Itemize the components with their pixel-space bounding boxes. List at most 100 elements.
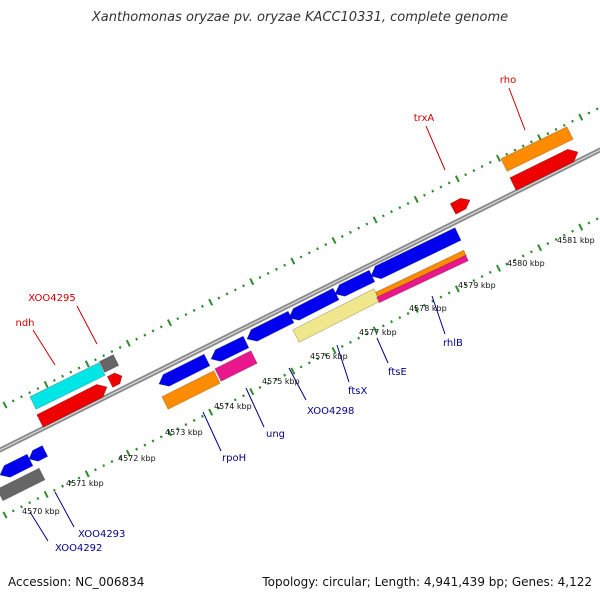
tick-mark [439,185,443,189]
tick-mark [249,388,255,396]
tick-mark [578,223,584,231]
scale-label: 4571 kbp [66,479,104,488]
tick-mark [365,332,369,336]
tick-mark [546,132,550,136]
tick-mark [118,345,122,349]
tick-mark [225,292,229,296]
tick-mark [571,119,574,123]
tick-mark [77,366,81,370]
gene-trxa-leader [425,125,446,171]
gene-xoo4298-label: XOO4298 [307,406,354,417]
tick-mark [20,505,23,509]
feature-xoo4292-blue [0,453,34,478]
feature-ung [214,350,258,382]
tick-mark [316,357,319,361]
tick-mark [94,468,97,472]
tick-mark [571,229,574,233]
tick-mark [349,340,352,344]
tick-mark [357,336,361,340]
tick-mark [135,447,139,451]
scale-label: 4572 kbp [118,454,156,463]
tick-mark [208,408,214,416]
tick-mark [454,175,460,183]
tick-mark [472,279,476,283]
scale-label: 4579 kbp [458,281,496,290]
tick-mark [249,278,255,286]
tick-mark [28,391,32,395]
tick-mark [496,154,501,162]
tick-mark [266,381,270,385]
accession-label: Accession: NC_006834 [8,575,145,589]
tick-mark [464,283,468,287]
tick-mark [283,373,287,377]
tick-mark [242,394,245,398]
tick-mark [176,317,180,321]
gene-xoo4292-leader [29,511,49,542]
tick-mark [143,333,147,337]
tick-mark [554,237,558,241]
tick-mark [464,173,468,177]
tick-mark [2,511,8,519]
tick-mark [11,399,15,403]
tick-mark [505,152,509,156]
tick-mark [521,144,525,148]
tick-mark [578,113,584,121]
scale-label: 4578 kbp [409,304,447,313]
feature-ftsx [292,288,381,343]
gene-xoo4298-leader [288,367,307,401]
tick-mark [454,285,460,293]
tick-mark [290,367,296,375]
tick-mark [159,325,163,329]
tick-mark [176,427,180,431]
scale-label: 4573 kbp [165,428,203,437]
tick-mark [316,247,319,251]
feature-long-blue [370,227,462,280]
scale-label: 4574 kbp [214,402,252,411]
tick-mark [447,291,451,295]
gene-rho-leader [508,87,526,131]
tick-mark [431,189,435,193]
tick-mark [36,497,40,501]
feature-small-gray [98,354,120,373]
feature-rpoh [161,370,221,410]
tick-mark [340,344,344,348]
tick-mark [413,195,419,203]
tick-mark [431,299,435,303]
tick-mark [184,313,188,317]
feature-xoo4293 [0,467,46,502]
feature-rho-orange [500,126,574,172]
tick-mark [28,501,32,505]
tick-mark [562,123,566,127]
gene-ftse-label: ftsE [388,367,407,378]
tick-mark [43,490,49,499]
tick-mark [242,284,245,288]
gene-ung-leader [245,387,265,428]
tick-mark [381,324,385,328]
feature-xoo4295 [29,362,106,410]
tick-mark [521,254,525,258]
tick-mark [372,216,378,224]
tick-mark [372,326,378,334]
gene-xoo4293-label: XOO4293 [78,529,125,540]
tick-mark [554,127,558,131]
tick-mark [143,443,147,447]
tick-mark [2,401,8,409]
tick-mark [36,387,40,391]
tick-mark [167,319,172,327]
tick-mark [84,470,90,478]
tick-mark [423,303,426,307]
tick-mark [472,169,476,173]
tick-mark [331,346,337,355]
tick-mark [365,222,369,226]
tick-mark [151,329,155,333]
tick-mark [413,305,419,313]
tick-mark [529,140,533,144]
tick-mark [480,164,484,169]
scale-label: 4575 kbp [262,377,300,386]
tick-mark [496,264,501,272]
tick-mark [20,395,23,399]
tick-mark [94,358,97,362]
tick-mark [423,193,426,197]
tick-mark [233,398,237,402]
